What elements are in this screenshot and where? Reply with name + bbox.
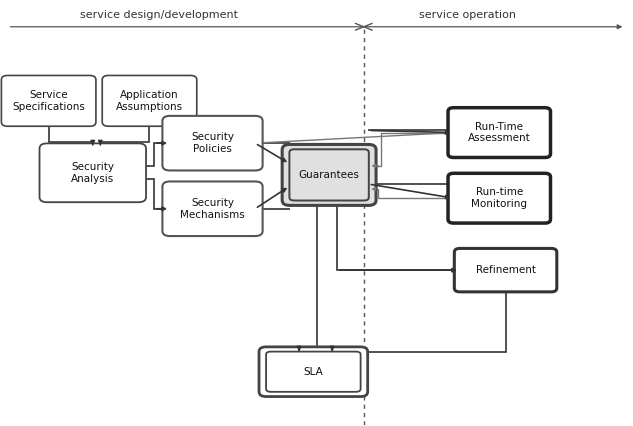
FancyBboxPatch shape <box>163 181 263 236</box>
FancyBboxPatch shape <box>454 248 557 292</box>
Text: service operation: service operation <box>419 10 517 20</box>
Text: Security
Mechanisms: Security Mechanisms <box>180 198 245 219</box>
Text: Security
Policies: Security Policies <box>191 132 234 154</box>
Text: SLA: SLA <box>303 367 323 377</box>
Text: Run-Time
Assessment: Run-Time Assessment <box>468 122 530 144</box>
Text: Run-time
Monitoring: Run-time Monitoring <box>471 187 527 209</box>
FancyBboxPatch shape <box>102 75 197 126</box>
Text: service design/development: service design/development <box>80 10 238 20</box>
Text: Guarantees: Guarantees <box>299 170 360 180</box>
Text: Security
Analysis: Security Analysis <box>71 162 115 184</box>
Text: Application
Assumptions: Application Assumptions <box>116 90 183 112</box>
Text: Service
Specifications: Service Specifications <box>12 90 85 112</box>
FancyBboxPatch shape <box>39 144 146 202</box>
FancyBboxPatch shape <box>1 75 96 126</box>
FancyBboxPatch shape <box>448 108 551 158</box>
FancyBboxPatch shape <box>259 347 368 397</box>
Text: Refinement: Refinement <box>475 265 536 275</box>
FancyBboxPatch shape <box>448 173 551 223</box>
FancyBboxPatch shape <box>282 144 376 205</box>
FancyBboxPatch shape <box>163 116 263 170</box>
